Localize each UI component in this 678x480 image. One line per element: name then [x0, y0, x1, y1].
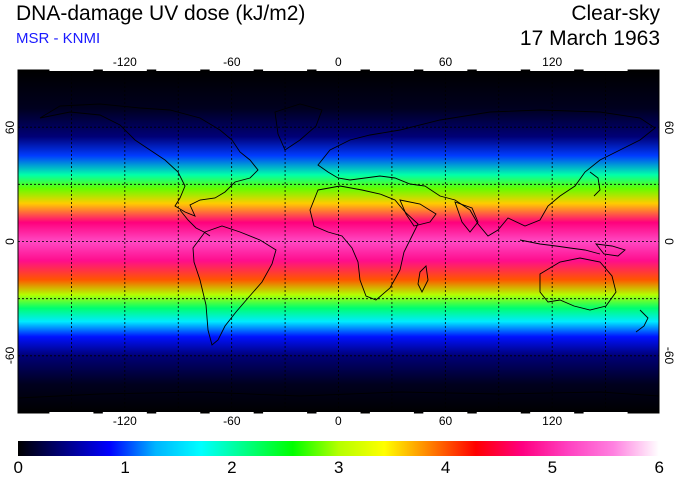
coastline-madagascar: [417, 265, 429, 294]
coastline-eurasia: [317, 109, 656, 237]
lon-tick-label-top: -60: [223, 54, 241, 69]
lon-tick-label-bottom: 60: [438, 413, 453, 428]
coastline-north-america: [39, 103, 259, 217]
coastline-antarctica: [18, 391, 659, 399]
source-label: MSR - KNMI: [16, 30, 101, 47]
lat-tick-label-left: 60: [2, 120, 17, 134]
coastline-australia: [539, 257, 617, 311]
lon-tick-label-bottom: -120: [112, 413, 137, 428]
lat-tick-label-right: -60: [661, 347, 676, 365]
coastline-greenland: [274, 103, 323, 151]
coastline-africa: [309, 185, 419, 301]
colorbar-label: 6: [654, 458, 664, 477]
date-label: 17 March 1963: [519, 27, 660, 50]
frame-tick-marks: [49, 69, 628, 414]
coastline-arabia: [399, 199, 437, 227]
colorbar-label: 3: [334, 458, 344, 477]
lon-tick-label-top: 60: [438, 54, 453, 69]
map-title: DNA-damage UV dose (kJ/m2): [16, 2, 306, 25]
colorbar-label: 4: [440, 458, 451, 477]
colorbar-label: 1: [120, 458, 130, 477]
graticule: [18, 70, 659, 413]
lat-tick-label-right: 60: [661, 120, 676, 134]
colorbar-label: 5: [547, 458, 558, 477]
lon-tick-label-bottom: 0: [335, 413, 342, 428]
coastline-india: [454, 201, 479, 233]
coastline-indonesia: [519, 239, 601, 255]
lon-tick-label-top: 120: [542, 54, 563, 69]
coastline-south-america: [192, 225, 277, 346]
colorbar-label: 2: [227, 458, 237, 477]
lon-tick-label-bottom: -60: [223, 413, 241, 428]
lon-tick-label-bottom: 120: [542, 413, 563, 428]
colorbar-label: 0: [13, 458, 23, 477]
coastline-new-zealand: [635, 309, 649, 333]
coastline-new-guinea: [594, 243, 626, 257]
lon-tick-label-top: -120: [112, 54, 137, 69]
lon-tick-label-top: 0: [335, 54, 342, 69]
colorbar: [18, 441, 659, 456]
lat-tick-label-left: -60: [2, 347, 17, 365]
product-label: Clear-sky: [571, 2, 660, 25]
lat-tick-label-left: 0: [2, 238, 17, 245]
coastline-central-america: [179, 209, 211, 237]
lat-tick-label-right: 0: [661, 238, 676, 245]
